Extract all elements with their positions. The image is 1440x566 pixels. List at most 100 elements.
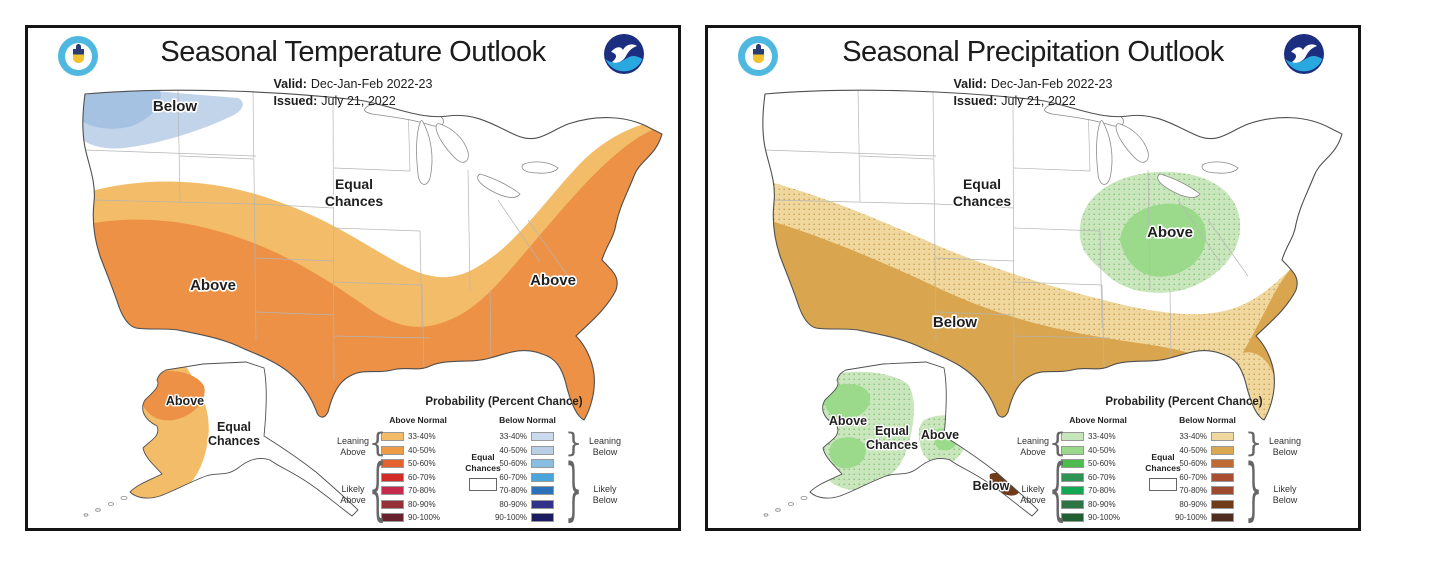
equal-line2: Chances [1145,462,1181,473]
legend-color-chip-below [1211,513,1234,523]
legend-leaning-above: Leaning Above [1016,436,1050,457]
valid-label: Valid: [953,77,987,91]
page-title: Seasonal Temperature Outlook [160,36,546,68]
alaska-label-above-central: Above [921,428,959,442]
legend-range-label: 60-70% [499,472,527,482]
legend-range-label: 33-40% [1088,432,1116,442]
alaska-label-chances: Chances [866,438,918,452]
equal-chances-chip [469,478,497,492]
legend-below-header: Below Normal [499,415,556,425]
temperature-map: Below Equal Chances Above Above Above Eq… [82,89,663,517]
brace [565,457,582,525]
alaska-label-above: Above [166,394,204,408]
legend-range-label: 90-100% [1174,513,1207,523]
legend-row: 80-90% 80-90% [1061,498,1234,512]
equal-chances-chip [1149,478,1177,492]
legend-likely-below: Likely Below [1272,484,1298,505]
legend-range-label: 90-100% [1088,513,1121,523]
legend-below-header: Below Normal [1179,415,1236,425]
legend-range-label: 33-40% [499,432,527,442]
legend-row: 40-50% 40-50% [1061,444,1234,458]
legend-leaning-below: Leaning Below [588,436,622,457]
issued-label: Issued: [953,93,998,108]
brace [1049,457,1066,525]
legend-range-label: 80-90% [499,499,527,509]
legend-row: 60-70% 60-70% [1061,471,1234,485]
legend-range-label: 70-80% [1179,486,1207,496]
legend-color-chip-below [1211,472,1234,482]
brace [369,457,386,525]
legend-range-label: 80-90% [1088,499,1116,509]
legend-range-label: 40-50% [499,445,527,455]
valid-label: Valid: [273,77,307,91]
legend-color-chip-below [531,472,554,482]
legend-title: Probability (Percent Chance) [425,396,583,408]
alaska-below-panhandle [989,472,1021,496]
legend-range-label: 60-70% [408,472,436,482]
legend-equal-chances: Equal Chances [1133,452,1193,492]
legend-color-chip-below [531,486,554,496]
probability-legend: Probability (Percent Chance) Above Norma… [331,396,676,528]
precipitation-outlook-panel: Seasonal Precipitation Outlook Valid: Dec… [705,25,1361,531]
region-florida-stipple [1237,352,1276,420]
legend-likely-above: Likely Above [340,484,366,505]
legend-range-label: 50-60% [1179,459,1207,469]
page-title: Seasonal Precipitation Outlook [842,36,1224,68]
legend-range-label: 50-60% [499,459,527,469]
legend-range-label: 70-80% [1088,486,1116,496]
legend-row: 33-40% 33-40% [381,430,554,444]
legend-row: 33-40% 33-40% [1061,430,1234,444]
legend-range-label: 80-90% [1179,499,1207,509]
aleutian-islands [83,495,128,517]
conus-outline [82,89,663,421]
great-lakes [1044,101,1239,198]
map-label-below: Below [933,314,978,331]
legend-row: 90-100% 90-100% [381,511,554,525]
alaska-label-chances: Chances [208,434,260,448]
legend-leaning-above: Leaning Above [336,436,370,457]
great-lakes [364,101,559,198]
issued-value: July 21, 2022 [1001,93,1076,108]
alaska-label-below: Below [973,479,1010,493]
legend-range-label: 70-80% [499,486,527,496]
map-label-chances: Chances [325,193,384,209]
legend-row: 40-50% 40-50% [381,444,554,458]
conus-outline [762,89,1343,421]
alaska-outline [129,361,359,517]
legend-color-chip-below [1211,486,1234,496]
region-below-40-50 [762,214,1342,420]
legend-above-header: Above Normal [1069,415,1127,425]
map-label-above-sw: Above [190,277,236,294]
map-label-equal: Equal [963,176,1001,192]
alaska-label-above-west: Above [829,414,867,428]
legend-likely-below: Likely Below [592,484,618,505]
legend-range-label: 80-90% [408,499,436,509]
dept-of-commerce-seal-icon [58,36,98,76]
map-label-equal: Equal [335,176,373,192]
valid-value: Dec-Jan-Feb 2022-23 [310,77,433,91]
legend-color-chip-below [531,513,554,523]
issued-label: Issued: [273,93,318,108]
legend-row: 80-90% 80-90% [381,498,554,512]
legend-range-label: 60-70% [1179,472,1207,482]
legend-range-label: 60-70% [1088,472,1116,482]
legend-range-label: 33-40% [408,432,436,442]
legend-rows: 33-40% 33-40% 40-50% 40-50% 50-60% 50-60% 60-7… [1061,430,1234,525]
legend-range-label: 40-50% [1179,445,1207,455]
legend-color-chip-below [1211,432,1234,442]
legend-color-chip-below [1211,445,1234,455]
noaa-logo-icon [1284,34,1324,74]
map-label-above-east: Above [530,272,576,289]
region-above-40-50 [1120,203,1206,277]
legend-range-label: 50-60% [1088,459,1116,469]
alaska-outline [809,361,1039,517]
legend-range-label: 33-40% [1179,432,1207,442]
probability-legend: Probability (Percent Chance) Above Norma… [1011,396,1356,528]
legend-color-chip-below [531,499,554,509]
legend-color-chip-below [531,432,554,442]
legend-rows: 33-40% 33-40% 40-50% 40-50% 50-60% 50-60% 60-7… [381,430,554,525]
legend-range-label: 90-100% [494,513,527,523]
map-label-above-ohio: Above [1147,224,1193,241]
legend-range-label: 70-80% [408,486,436,496]
